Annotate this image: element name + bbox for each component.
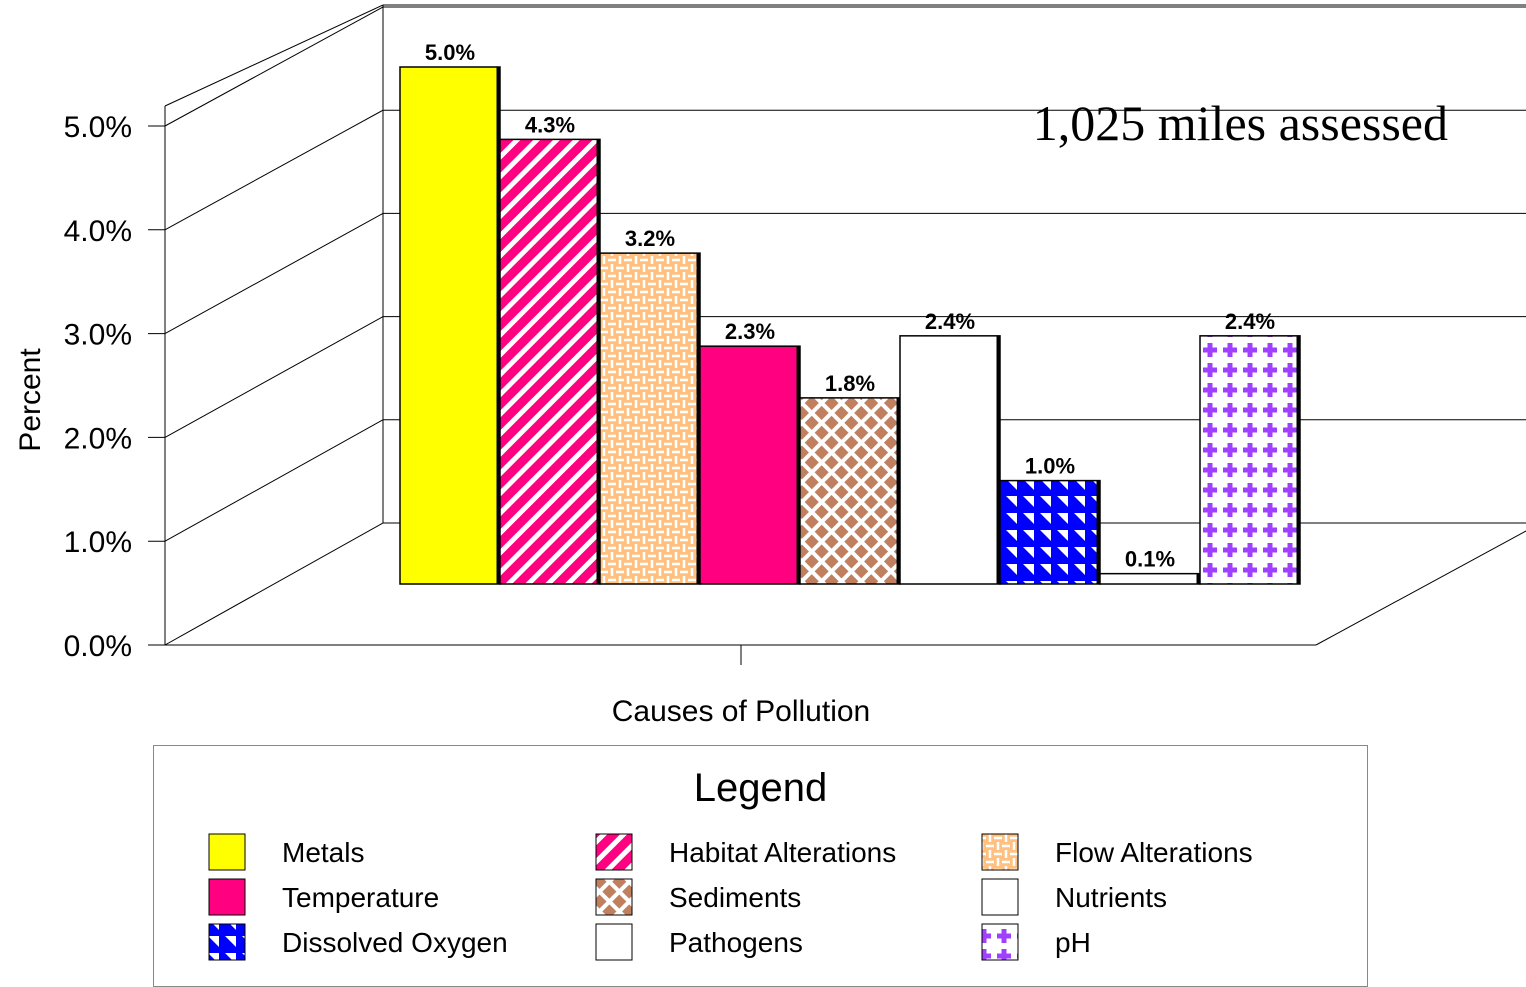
data-label: 2.4% [1225, 309, 1275, 334]
legend-items: Metals Habitat Alterations Flow Alteration… [154, 746, 1367, 986]
bar-ph [1200, 336, 1300, 584]
data-label: 3.2% [625, 226, 675, 251]
y-tick-label: 3.0% [64, 319, 132, 352]
bar-nutrients [900, 336, 1000, 584]
y-tick-label: 2.0% [64, 422, 132, 455]
legend: Legend Metals Habitat Alterations Flow Alt… [153, 745, 1368, 987]
data-label: 5.0% [425, 40, 475, 65]
data-label: 2.4% [925, 309, 975, 334]
x-axis-label: Causes of Pollution [612, 695, 871, 728]
data-label: 4.3% [525, 112, 575, 137]
legend-swatch [596, 924, 632, 960]
bar-dissolved-oxygen [1000, 481, 1100, 584]
legend-label: Dissolved Oxygen [282, 927, 508, 958]
data-label: 1.8% [825, 371, 875, 396]
legend-swatch [209, 879, 245, 915]
legend-label: Habitat Alterations [669, 837, 896, 868]
legend-swatch [982, 879, 1018, 915]
side-gridline [165, 420, 383, 541]
bar-temperature [700, 346, 800, 584]
legend-swatch [596, 879, 632, 915]
y-tick-label: 4.0% [64, 215, 132, 248]
data-label: 0.1% [1125, 547, 1175, 572]
miles-assessed-annotation: 1,025 miles assessed [1033, 95, 1448, 151]
bar-flow-alterations [600, 253, 700, 584]
bar-sediments [800, 398, 900, 584]
y-axis-label: Percent [14, 348, 47, 452]
legend-label: pH [1055, 927, 1091, 958]
data-label: 1.0% [1025, 454, 1075, 479]
side-gridline [165, 110, 383, 230]
legend-swatch [596, 834, 632, 870]
legend-label: Nutrients [1055, 882, 1167, 913]
side-gridline [165, 317, 383, 438]
side-gridline [165, 7, 383, 126]
y-tick-label: 0.0% [64, 630, 132, 663]
legend-label: Pathogens [669, 927, 803, 958]
legend-label: Metals [282, 837, 364, 868]
legend-swatch [982, 924, 1018, 960]
floor-right-edge [1316, 531, 1526, 645]
y-tick-label: 1.0% [64, 526, 132, 559]
legend-label: Flow Alterations [1055, 837, 1253, 868]
bar-metals [400, 67, 500, 584]
legend-swatch [982, 834, 1018, 870]
legend-swatch [209, 924, 245, 960]
y-tick-label: 5.0% [64, 111, 132, 144]
legend-label: Temperature [282, 882, 439, 913]
side-wall-top [165, 5, 383, 106]
side-gridline [165, 523, 383, 645]
data-label: 2.3% [725, 319, 775, 344]
legend-label: Sediments [669, 882, 801, 913]
side-gridline [165, 213, 383, 333]
legend-swatch [209, 834, 245, 870]
bar-pathogens [1100, 574, 1200, 584]
bar-habitat-alterations [500, 139, 600, 584]
